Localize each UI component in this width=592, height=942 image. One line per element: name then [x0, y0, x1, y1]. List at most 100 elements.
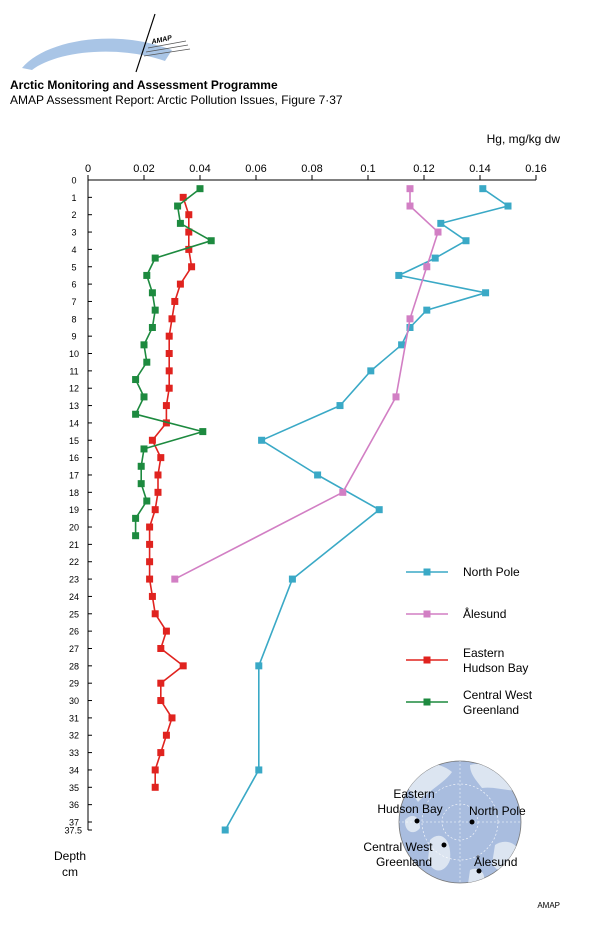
data-point-greenland: [176, 219, 184, 227]
series-layer: [132, 185, 512, 834]
data-point-hudson-bay: [146, 540, 154, 548]
y-tick-label: 25: [69, 609, 79, 619]
x-tick-label: 0.1: [360, 163, 375, 175]
series-greenland: [132, 185, 215, 540]
y-tick-label: 20: [69, 523, 79, 533]
data-point-hudson-bay: [151, 506, 159, 514]
data-point-greenland: [140, 341, 148, 349]
series-alesund: [171, 185, 442, 583]
legend-label: Eastern Hudson Bay: [463, 646, 528, 675]
series-line-north-pole: [224, 188, 509, 831]
y-tick-label: 36: [69, 800, 79, 810]
data-point-north-pole: [255, 662, 263, 670]
map-dot-alesund: [476, 868, 482, 874]
data-point-north-pole: [255, 766, 263, 774]
x-tick-label: 0.08: [301, 163, 322, 175]
data-point-greenland: [174, 202, 182, 210]
data-point-hudson-bay: [162, 731, 170, 739]
data-point-alesund: [423, 263, 431, 271]
data-point-greenland: [143, 358, 151, 366]
y-tick-label: 23: [69, 575, 79, 585]
legend-swatch-marker: [423, 698, 431, 706]
data-point-hudson-bay: [185, 211, 193, 219]
data-point-hudson-bay: [148, 436, 156, 444]
data-point-hudson-bay: [165, 367, 173, 375]
y-tick-label: 34: [69, 765, 79, 775]
y-tick-label: 5: [71, 262, 76, 272]
data-point-hudson-bay: [146, 575, 154, 583]
logo-slash: [135, 13, 156, 73]
data-point-north-pole: [504, 202, 512, 210]
data-point-hudson-bay: [179, 193, 187, 201]
data-point-hudson-bay: [162, 627, 170, 635]
y-tick-label: 30: [69, 696, 79, 706]
legend-label: Ålesund: [463, 606, 506, 621]
map-label-alesund: Ålesund: [474, 854, 517, 869]
y-tick-label: 0: [71, 176, 76, 186]
legend: North Pole Ålesund Eastern Hudson Bay Centra…: [406, 565, 533, 717]
x-tick-label: 0.12: [413, 163, 434, 175]
x-tick-label: 0.16: [525, 163, 546, 175]
inset-map: Eastern Hudson Bay North Pole Central Wes…: [363, 760, 526, 884]
data-point-north-pole: [221, 826, 229, 834]
series-hudson-bay: [146, 193, 196, 791]
y-tick-label: 27: [69, 644, 79, 654]
y-tick-label: 31: [69, 713, 79, 723]
map-dot-north-pole: [469, 819, 475, 825]
data-point-greenland: [137, 480, 145, 488]
data-point-hudson-bay: [157, 749, 165, 757]
data-point-greenland: [140, 445, 148, 453]
x-axis-ticks: 0 0.02 0.04 0.06 0.08 0.1 0.12 0.14 0.16: [85, 163, 547, 180]
logo-fine-print: [143, 40, 191, 57]
data-point-north-pole: [336, 402, 344, 410]
legend-item-alesund: Ålesund: [406, 606, 506, 621]
legend-swatch-marker: [423, 656, 431, 664]
logo-text: AMAP: [150, 35, 173, 46]
data-point-greenland: [199, 428, 207, 436]
amap-logo: AMAP: [22, 13, 191, 73]
y-axis-label-unit: cm: [62, 865, 78, 879]
y-tick-label: 24: [69, 592, 79, 602]
y-tick-label: 29: [69, 679, 79, 689]
data-point-hudson-bay: [165, 332, 173, 340]
series-north-pole: [221, 185, 512, 834]
data-point-greenland: [132, 514, 140, 522]
y-tick-label: 19: [69, 505, 79, 515]
data-point-hudson-bay: [185, 245, 193, 253]
y-tick-label: 33: [69, 748, 79, 758]
data-point-hudson-bay: [157, 644, 165, 652]
x-tick-label: 0.14: [469, 163, 490, 175]
y-tick-label: 17: [69, 470, 79, 480]
y-tick-label: 14: [69, 418, 79, 428]
y-tick-label: 10: [69, 349, 79, 359]
y-tick-label: 21: [69, 540, 79, 550]
y-tick-label: 4: [71, 245, 76, 255]
y-tick-label: 7: [71, 297, 76, 307]
data-point-north-pole: [431, 254, 439, 262]
y-tick-label: 26: [69, 627, 79, 637]
data-point-hudson-bay: [151, 783, 159, 791]
data-point-hudson-bay: [176, 280, 184, 288]
data-point-greenland: [207, 237, 215, 245]
y-tick-label: 6: [71, 280, 76, 290]
data-point-hudson-bay: [162, 402, 170, 410]
data-point-hudson-bay: [168, 714, 176, 722]
data-point-hudson-bay: [171, 297, 179, 305]
y-tick-label: 32: [69, 731, 79, 741]
data-point-greenland: [140, 393, 148, 401]
data-point-greenland: [151, 254, 159, 262]
y-tick-label: 11: [69, 366, 78, 376]
data-point-north-pole: [479, 185, 487, 193]
data-point-hudson-bay: [154, 488, 162, 496]
x-tick-label: 0.02: [133, 163, 154, 175]
y-tick-label: 1: [71, 193, 76, 203]
data-point-north-pole: [258, 436, 266, 444]
data-point-alesund: [406, 185, 414, 193]
data-point-north-pole: [314, 471, 322, 479]
map-dot-greenland: [441, 842, 447, 848]
map-dot-hudson-bay: [414, 818, 420, 824]
page-title: Arctic Monitoring and Assessment Program…: [10, 78, 278, 92]
data-point-north-pole: [367, 367, 375, 375]
x-tick-label: 0: [85, 163, 91, 175]
y-tick-label: 18: [69, 488, 79, 498]
